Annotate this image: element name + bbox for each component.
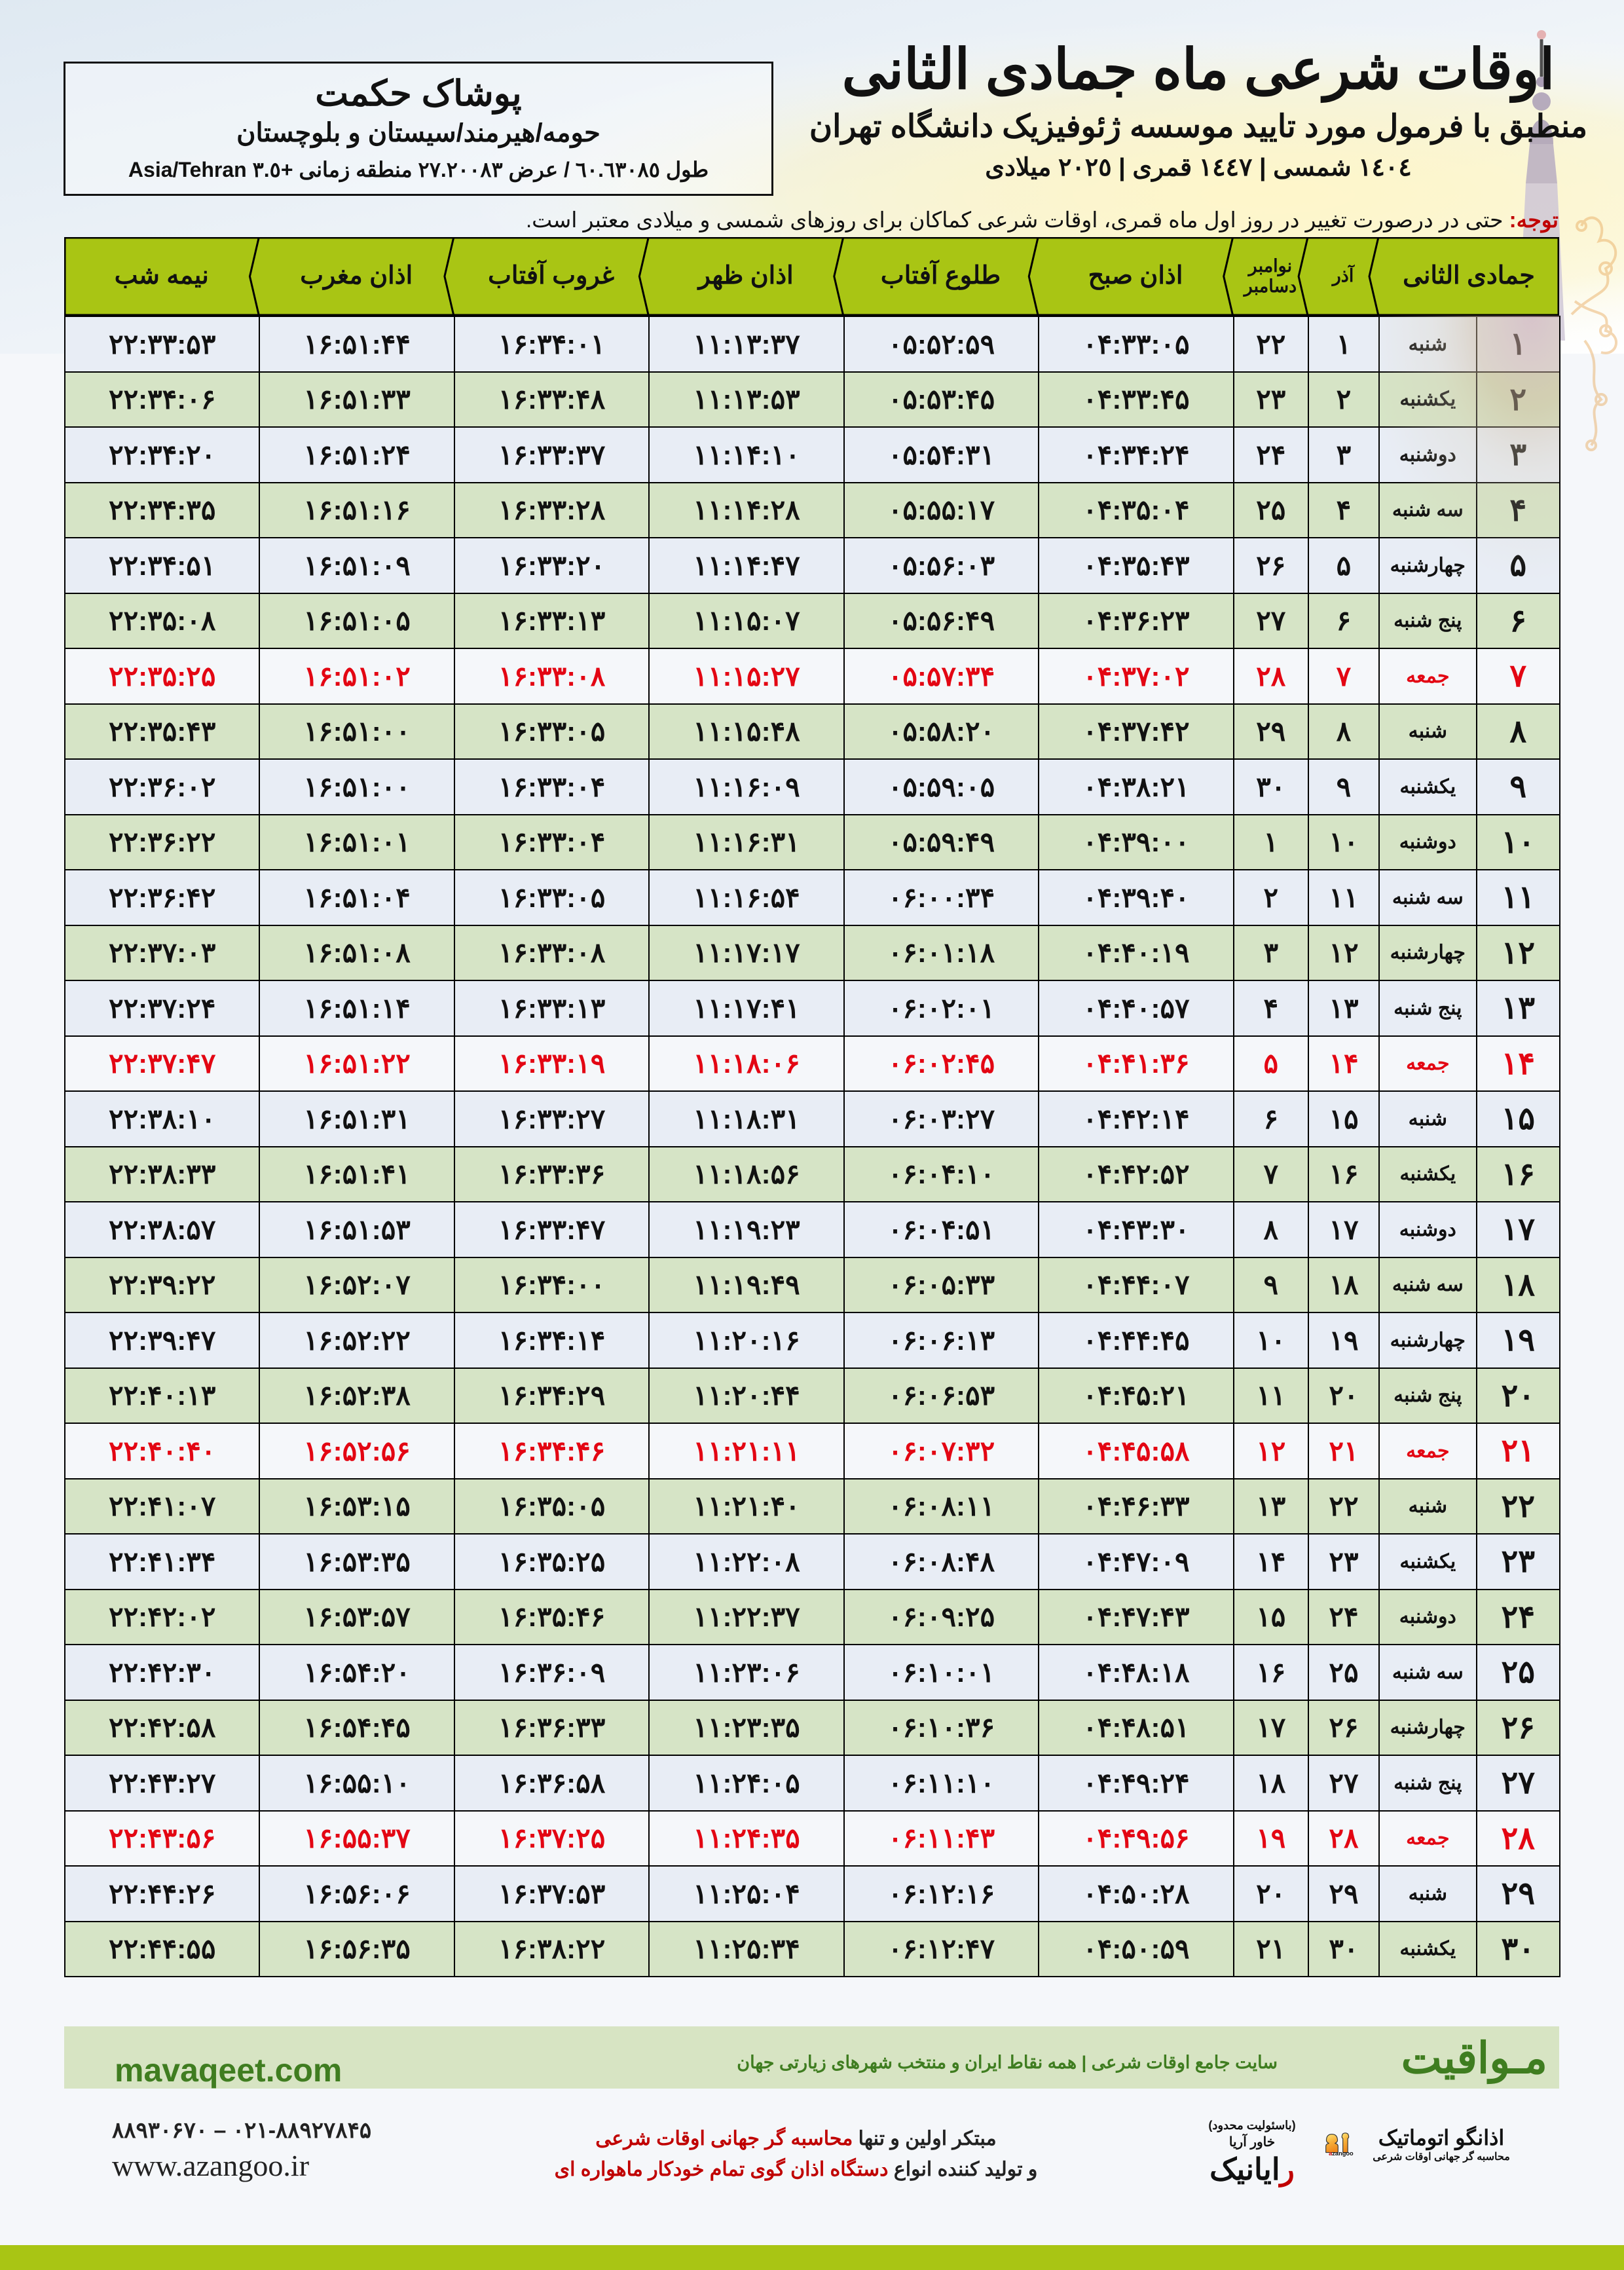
svg-text:azangoo: azangoo xyxy=(1329,2150,1354,2157)
